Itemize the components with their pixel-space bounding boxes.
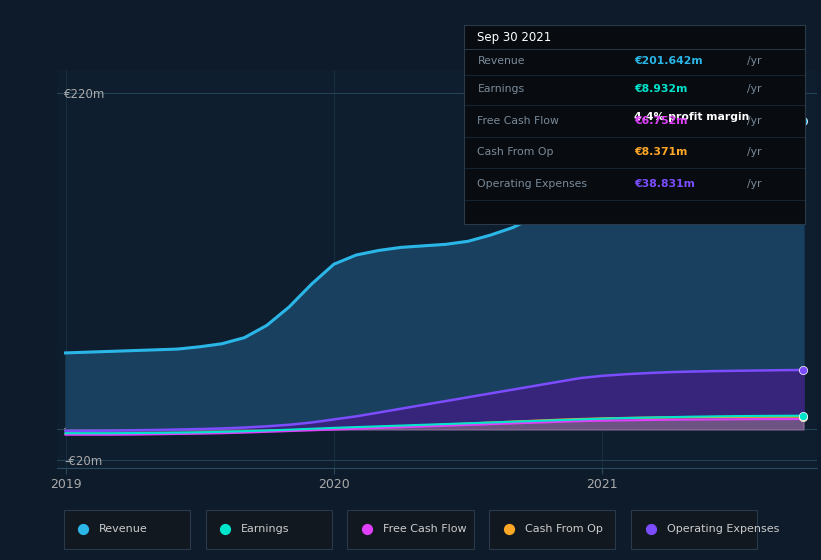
Point [502,525,516,534]
Text: Cash From Op: Cash From Op [478,147,554,157]
Text: Earnings: Earnings [478,84,525,94]
FancyBboxPatch shape [64,510,190,549]
Point [797,366,810,375]
Text: Sep 30 2021: Sep 30 2021 [478,31,552,44]
Text: Operating Expenses: Operating Expenses [667,524,779,534]
Point [360,525,374,534]
FancyBboxPatch shape [489,510,616,549]
Point [797,116,810,125]
Point [644,525,658,534]
Text: Free Cash Flow: Free Cash Flow [478,115,559,125]
Text: /yr: /yr [746,147,761,157]
Text: €201.642m: €201.642m [635,56,703,66]
Text: Earnings: Earnings [241,524,290,534]
Text: /yr: /yr [746,179,761,189]
FancyBboxPatch shape [205,510,332,549]
Text: Free Cash Flow: Free Cash Flow [383,524,466,534]
Point [77,525,90,534]
Text: /yr: /yr [746,56,761,66]
Text: Revenue: Revenue [99,524,148,534]
Text: /yr: /yr [746,84,761,94]
Text: Revenue: Revenue [478,56,525,66]
Point [218,525,232,534]
FancyBboxPatch shape [631,510,757,549]
Text: €38.831m: €38.831m [635,179,695,189]
Point [797,411,810,420]
Point [797,412,810,421]
Text: /yr: /yr [746,115,761,125]
Text: 4.4% profit margin: 4.4% profit margin [635,111,750,122]
Text: €8.371m: €8.371m [635,147,688,157]
Text: Cash From Op: Cash From Op [525,524,603,534]
Text: €8.932m: €8.932m [635,84,688,94]
FancyBboxPatch shape [347,510,474,549]
Text: €6.752m: €6.752m [635,115,688,125]
Text: Operating Expenses: Operating Expenses [478,179,588,189]
